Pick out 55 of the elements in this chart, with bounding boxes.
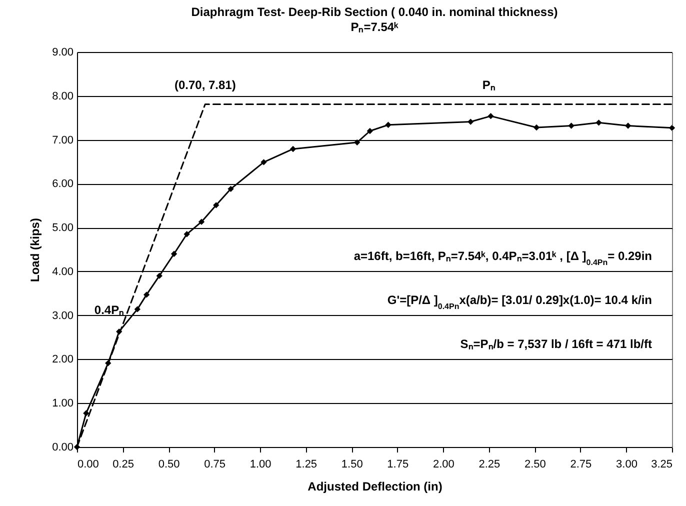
y-tick-label: 9.00 xyxy=(52,46,74,58)
point xyxy=(488,112,494,120)
x-tick-label: 0.00 xyxy=(78,458,99,470)
x-tick-label: 1.25 xyxy=(296,458,318,470)
point xyxy=(385,122,392,128)
x-tick-label: 2.75 xyxy=(570,458,592,470)
y-tick-label: 1.00 xyxy=(52,398,74,410)
x-tick-label: 0.75 xyxy=(204,458,226,470)
chart-title: Diaphragm Test- Deep-Rib Section ( 0.040 in. nominal thickness) xyxy=(191,5,558,19)
annotation: (0.70, 7.81) xyxy=(174,78,236,92)
x-tick-label: 0.50 xyxy=(158,458,180,470)
chart-subtitle: Pₙ=7.54ᵏ xyxy=(350,20,400,34)
x-tick-label: 2.25 xyxy=(478,458,500,470)
point xyxy=(156,272,162,279)
x-tick-label: 0.25 xyxy=(112,458,134,470)
x-tick-label: 2.00 xyxy=(432,458,454,470)
point xyxy=(668,124,676,132)
point xyxy=(228,186,234,192)
y-tick-label: 6.00 xyxy=(52,178,74,190)
point xyxy=(134,306,140,312)
point xyxy=(568,122,574,129)
y-axis-title: Load (kips) xyxy=(28,218,42,282)
x-tick-label: 1.00 xyxy=(250,458,272,470)
point xyxy=(184,231,190,238)
point xyxy=(468,118,474,125)
annotation: Pₙ xyxy=(482,78,496,92)
point xyxy=(624,122,632,129)
point xyxy=(533,124,540,131)
point xyxy=(366,128,374,134)
y-tick-label: 3.00 xyxy=(52,310,74,322)
point xyxy=(354,139,360,146)
point xyxy=(290,146,296,152)
y-tick-label: 0.00 xyxy=(52,442,74,454)
point xyxy=(596,120,602,126)
y-tick-label: 8.00 xyxy=(52,90,74,102)
y-tick-label: 2.00 xyxy=(52,354,74,366)
x-tick-label: 3.00 xyxy=(616,458,638,470)
annotation: 0.4Pₙ xyxy=(94,302,124,317)
y-tick-label: 7.00 xyxy=(52,134,74,146)
annotation: G'=[P/Δ ]$_{0.4Pn}$x(a/b)= [3.01/ 0.29]x(1.0)= 10.4 k/in xyxy=(387,293,652,310)
point xyxy=(83,410,90,416)
x-tick-label: 2.50 xyxy=(524,458,546,470)
x-axis-title: Adjusted Deflection (in) xyxy=(308,480,442,494)
annotation: a=16ft, b=16ft, Pₙ=7.54ᵏ, 0.4Pₙ=3.01ᵏ , [Δ ]$_{0.4Pn}$= 0.29in xyxy=(354,249,652,266)
point xyxy=(213,202,220,208)
y-tick-label: 4.00 xyxy=(52,266,74,278)
point xyxy=(170,250,178,257)
point xyxy=(143,292,150,298)
annotation: Sₙ=Pₙ/b = 7,537 lb / 16ft = 471 lb/ft xyxy=(460,337,652,351)
y-tick-label: 5.00 xyxy=(52,222,74,234)
x-tick-label: 1.75 xyxy=(387,458,409,470)
point xyxy=(260,159,267,166)
x-tick-label: 3.25 xyxy=(651,458,672,470)
x-tick-label: 1.50 xyxy=(341,458,363,470)
point xyxy=(198,218,205,225)
